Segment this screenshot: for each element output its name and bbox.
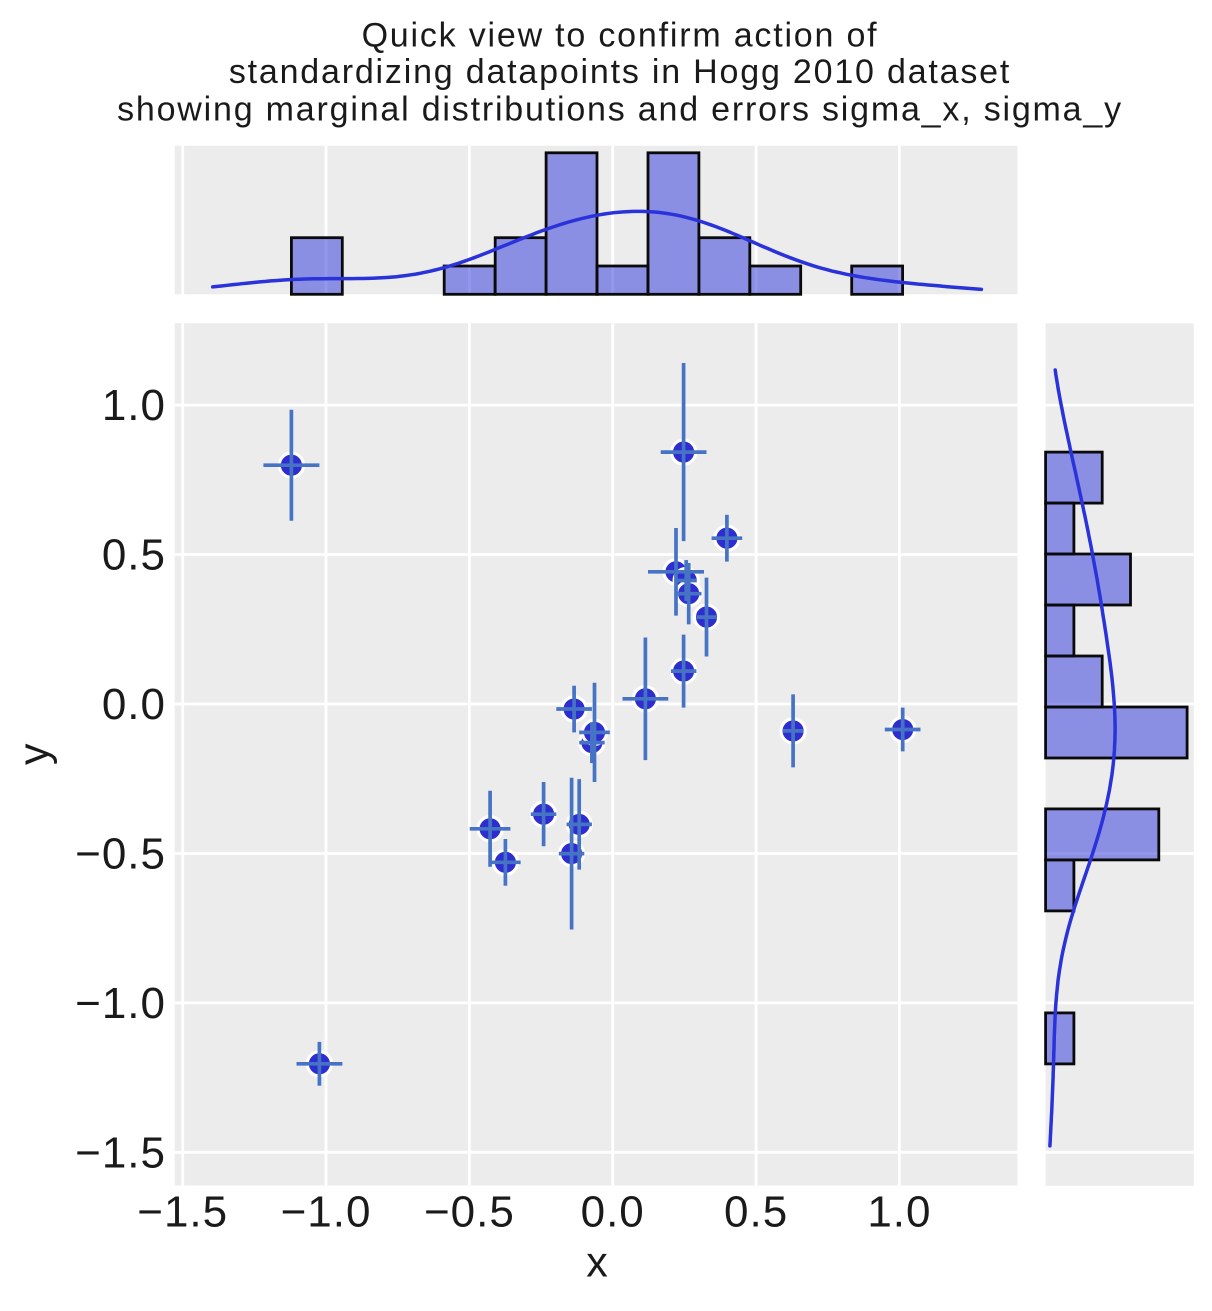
- svg-text:−0.5: −0.5: [424, 1188, 515, 1237]
- svg-text:0.0: 0.0: [581, 1188, 645, 1237]
- svg-text:x: x: [586, 1239, 608, 1287]
- svg-text:1.0: 1.0: [102, 381, 166, 430]
- svg-text:−1.5: −1.5: [137, 1188, 228, 1237]
- svg-text:0.0: 0.0: [102, 680, 166, 729]
- svg-text:−0.5: −0.5: [75, 830, 166, 879]
- svg-text:showing marginal distributions: showing marginal distributions and error…: [117, 91, 1123, 129]
- svg-text:1.0: 1.0: [867, 1188, 931, 1237]
- svg-text:−1.5: −1.5: [75, 1128, 166, 1177]
- svg-text:−1.0: −1.0: [281, 1188, 372, 1237]
- svg-text:Quick view to confirm action o: Quick view to confirm action of: [362, 17, 879, 55]
- svg-text:standardizing datapoints in Ho: standardizing datapoints in Hogg 2010 da…: [229, 53, 1011, 91]
- svg-text:−1.0: −1.0: [75, 979, 166, 1028]
- svg-text:y: y: [10, 743, 58, 765]
- svg-text:0.5: 0.5: [724, 1188, 788, 1237]
- svg-text:0.5: 0.5: [102, 531, 166, 580]
